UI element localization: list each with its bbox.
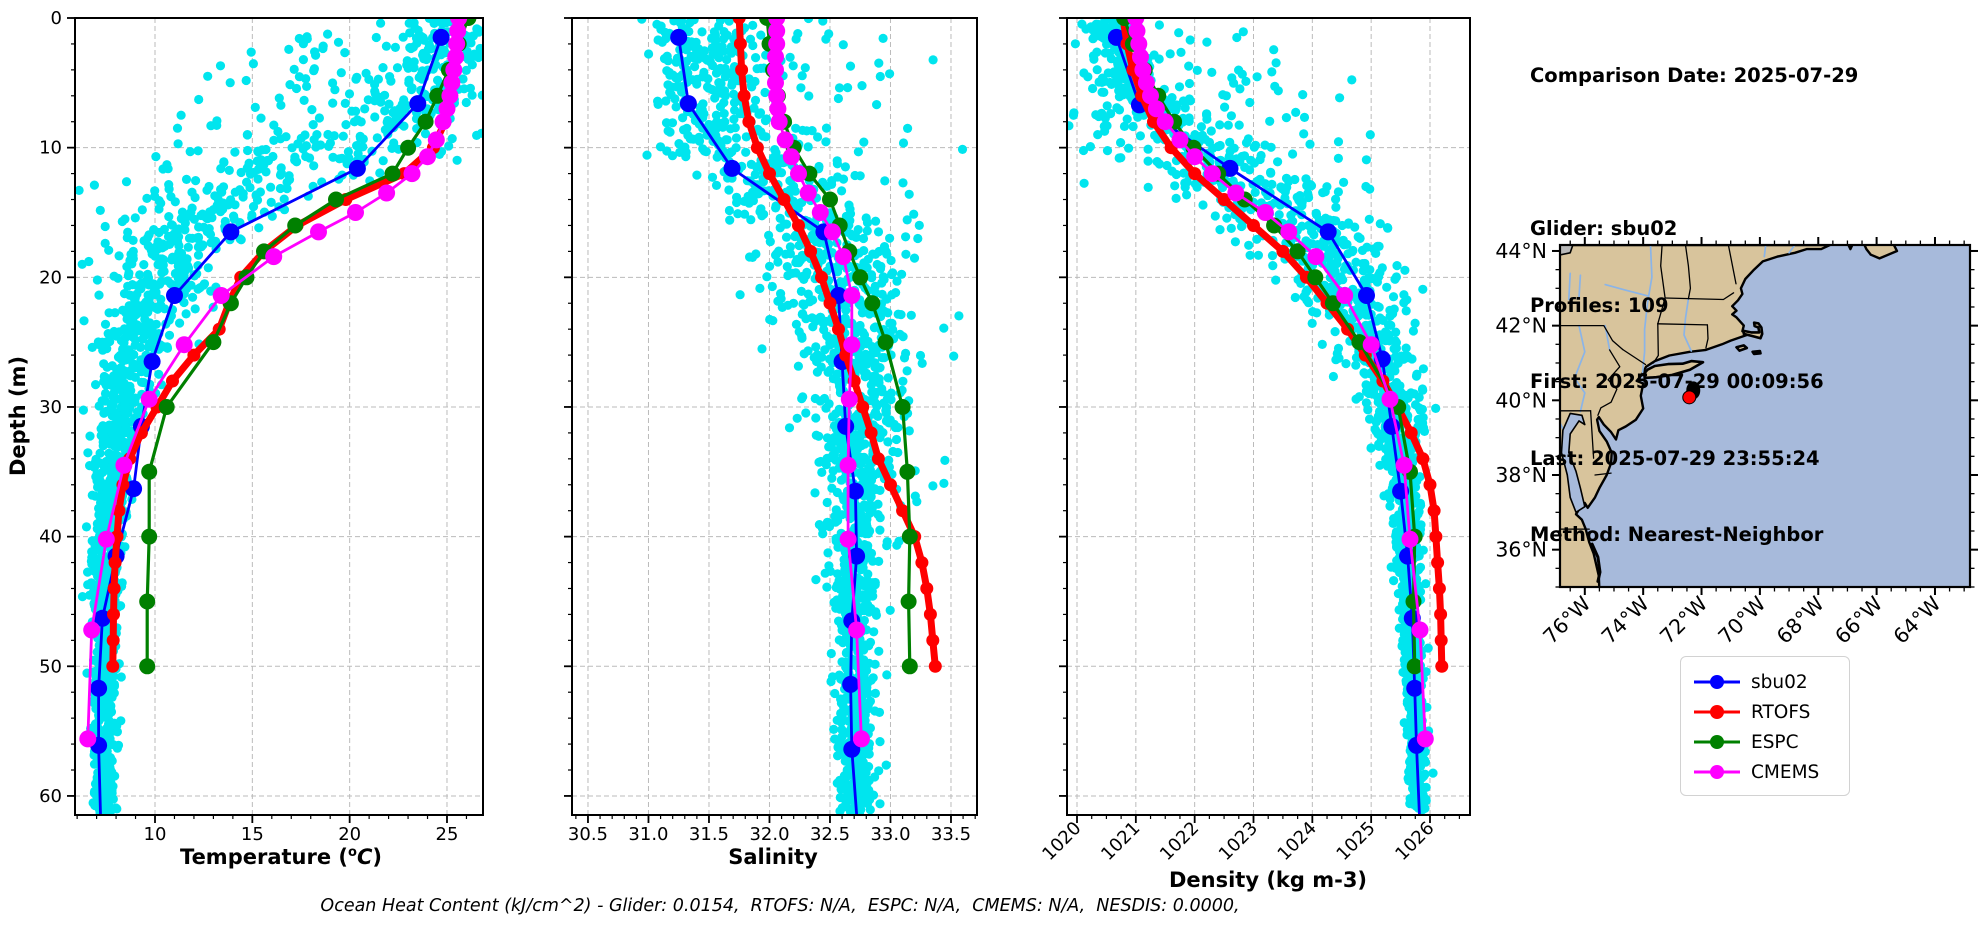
legend-entry-cmems: CMEMS	[1693, 757, 1837, 787]
legend-entry-espc: ESPC	[1693, 727, 1837, 757]
svg-text:33.5: 33.5	[931, 824, 971, 845]
svg-text:33.0: 33.0	[870, 824, 910, 845]
svg-text:10: 10	[39, 138, 62, 159]
info-first-time: First: 2025-07-29 00:09:56	[1530, 370, 1824, 393]
legend-swatch-cmems-icon	[1694, 765, 1740, 779]
svg-text:40: 40	[39, 527, 62, 548]
svg-text:60: 60	[39, 786, 62, 807]
svg-text:30.5: 30.5	[568, 824, 608, 845]
info-comparison-date: Comparison Date: 2025-07-29	[1530, 64, 1859, 87]
legend-entry-rtofs: RTOFS	[1693, 697, 1837, 727]
legend-swatch-sbu02-icon	[1694, 675, 1740, 689]
legend-swatch-rtofs-icon	[1694, 705, 1740, 719]
svg-text:20: 20	[39, 267, 62, 288]
temperature-unit: C	[356, 845, 373, 869]
temperature-degree-sup: o	[348, 845, 357, 860]
legend: sbu02 RTOFS ESPC CMEMS	[1680, 656, 1850, 796]
legend-label-sbu02: sbu02	[1751, 671, 1808, 693]
legend-label-rtofs: RTOFS	[1751, 701, 1811, 723]
info-method: Method: Nearest-Neighbor	[1530, 523, 1824, 546]
svg-text:31.5: 31.5	[689, 824, 729, 845]
density-axis-label: Density (kg m-3)	[1168, 868, 1368, 892]
svg-text:50: 50	[39, 656, 62, 677]
svg-text:25: 25	[436, 824, 459, 845]
legend-entry-sbu02: sbu02	[1693, 667, 1837, 697]
info-blank-line	[1530, 140, 1858, 166]
svg-text:31.0: 31.0	[628, 824, 668, 845]
comparison-info-panel: Comparison Date: 2025-07-29 Glider: sbu0…	[1530, 12, 1858, 599]
temperature-axis-label-text: Temperature (	[180, 845, 348, 869]
temperature-axis-label: Temperature (oC)	[151, 845, 411, 869]
info-glider: Glider: sbu02	[1530, 217, 1678, 240]
info-profiles: Profiles: 109	[1530, 293, 1669, 317]
svg-text:0: 0	[51, 8, 62, 29]
svg-text:10: 10	[144, 824, 167, 845]
depth-axis-label: Depth (m)	[6, 355, 30, 477]
legend-label-espc: ESPC	[1751, 731, 1799, 753]
salinity-axis-label: Salinity	[728, 845, 818, 869]
svg-text:30: 30	[39, 397, 62, 418]
legend-swatch-espc-icon	[1694, 735, 1740, 749]
svg-text:15: 15	[241, 824, 264, 845]
svg-text:32.5: 32.5	[810, 824, 850, 845]
temperature-axis-label-close: )	[372, 845, 382, 869]
svg-text:20: 20	[338, 824, 361, 845]
ocean-heat-content-caption: Ocean Heat Content (kJ/cm^2) - Glider: 0…	[320, 896, 1240, 916]
legend-label-cmems: CMEMS	[1751, 761, 1820, 783]
info-last-time: Last: 2025-07-29 23:55:24	[1530, 446, 1820, 470]
svg-text:32.0: 32.0	[749, 824, 789, 845]
